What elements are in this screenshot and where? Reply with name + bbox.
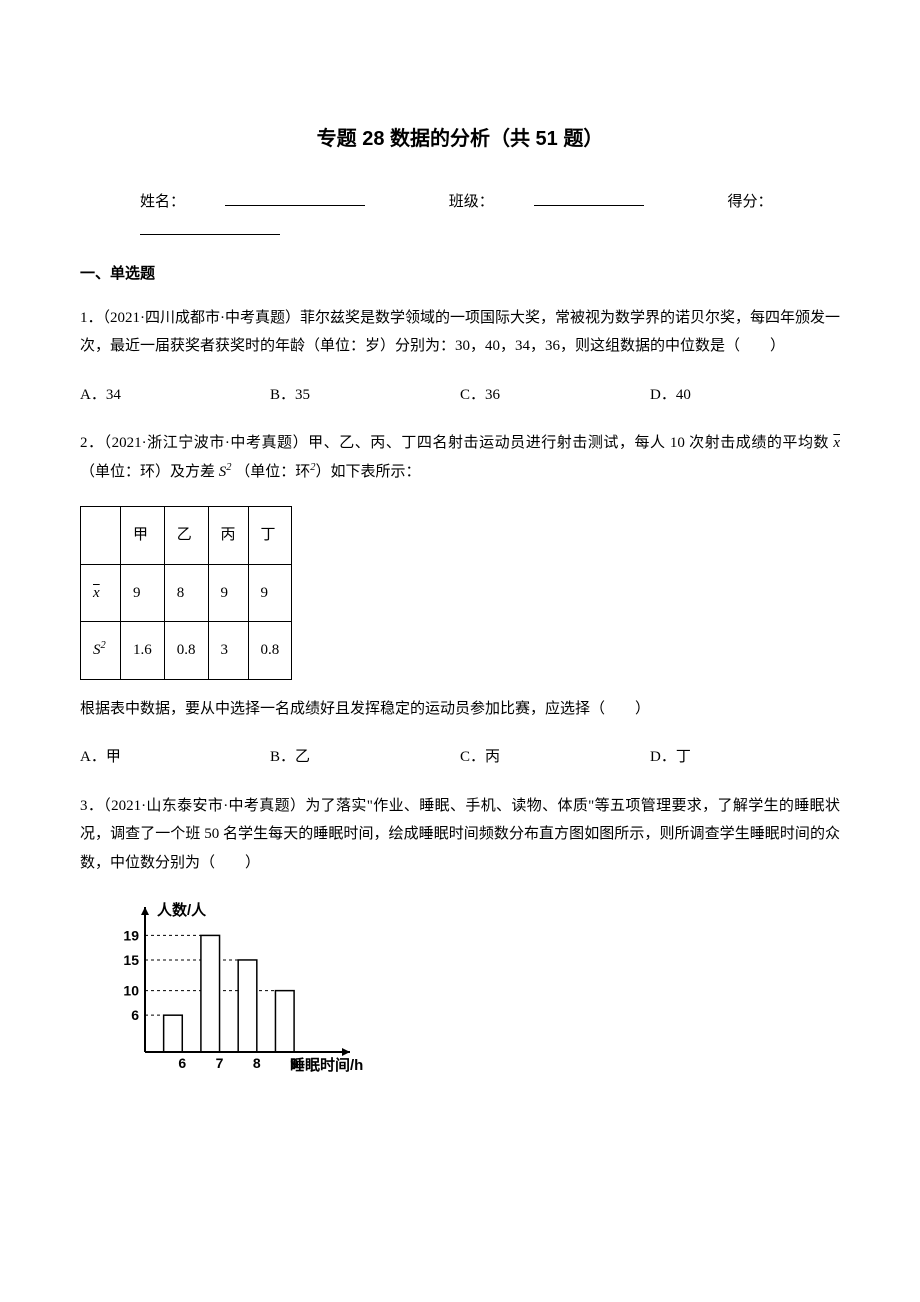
q2-opt-a[interactable]: A．甲: [80, 743, 270, 772]
cell: 1.6: [121, 622, 165, 680]
q2-text-a: 2．（2021·浙江宁波市·中考真题）甲、乙、丙、丁四名射击运动员进行射击测试，…: [80, 435, 829, 451]
histogram-svg: 61015196789人数/人睡眠时间/h: [100, 897, 380, 1077]
table-row-mean: x 9 8 9 9: [81, 564, 292, 622]
table-header-row: 甲 乙 丙 丁: [81, 507, 292, 565]
q2-after-table: 根据表中数据，要从中选择一名成绩好且发挥稳定的运动员参加比赛，应选择（ ）: [80, 695, 840, 724]
cell: 3: [208, 622, 248, 680]
th-blank: [81, 507, 121, 565]
q2-opt-d[interactable]: D．丁: [650, 743, 840, 772]
svg-text:睡眠时间/h: 睡眠时间/h: [290, 1056, 363, 1074]
cell: 0.8: [248, 622, 292, 680]
q2-text-c: （单位：环: [235, 464, 310, 480]
cell: 9: [208, 564, 248, 622]
score-blank[interactable]: [140, 217, 280, 235]
question-1: 1．（2021·四川成都市·中考真题）菲尔兹奖是数学领域的一项国际大奖，常被视为…: [80, 304, 840, 361]
cell: 0.8: [164, 622, 208, 680]
name-field: 姓名：: [140, 194, 405, 210]
cell: 8: [164, 564, 208, 622]
svg-text:8: 8: [253, 1055, 261, 1071]
ssq-symbol: S2: [219, 464, 232, 480]
q1-opt-b[interactable]: B．35: [270, 381, 460, 410]
q1-opt-c[interactable]: C．36: [460, 381, 650, 410]
svg-text:10: 10: [123, 983, 139, 999]
svg-text:15: 15: [123, 952, 139, 968]
q1-options: A．34 B．35 C．36 D．40: [80, 381, 840, 410]
svg-text:6: 6: [131, 1007, 139, 1023]
page-title: 专题 28 数据的分析（共 51 题）: [80, 120, 840, 158]
question-3: 3．（2021·山东泰安市·中考真题）为了落实"作业、睡眠、手机、读物、体质"等…: [80, 792, 840, 878]
class-field: 班级：: [449, 194, 684, 210]
q1-opt-a[interactable]: A．34: [80, 381, 270, 410]
th-ding: 丁: [248, 507, 292, 565]
name-label: 姓名：: [140, 194, 185, 210]
svg-text:6: 6: [178, 1055, 186, 1071]
svg-text:人数/人: 人数/人: [157, 901, 207, 919]
q2-text-b: （单位：环）及方差: [80, 464, 215, 480]
xbar-symbol: x: [833, 435, 840, 451]
th-yi: 乙: [164, 507, 208, 565]
q1-text: 1．（2021·四川成都市·中考真题）菲尔兹奖是数学领域的一项国际大奖，常被视为…: [80, 310, 840, 355]
class-blank[interactable]: [534, 188, 644, 206]
class-label: 班级：: [449, 194, 494, 210]
table-row-var: S2 1.6 0.8 3 0.8: [81, 622, 292, 680]
row-head-ssq: S2: [81, 622, 121, 680]
svg-text:19: 19: [123, 927, 139, 943]
q2-options: A．甲 B．乙 C．丙 D．丁: [80, 743, 840, 772]
svg-text:7: 7: [216, 1055, 224, 1071]
cell: 9: [121, 564, 165, 622]
form-row: 姓名： 班级： 得分：: [80, 188, 840, 245]
q2-opt-c[interactable]: C．丙: [460, 743, 650, 772]
name-blank[interactable]: [225, 188, 365, 206]
th-jia: 甲: [121, 507, 165, 565]
q2-text-d: ）如下表所示：: [316, 464, 421, 480]
q1-opt-d[interactable]: D．40: [650, 381, 840, 410]
q2-opt-b[interactable]: B．乙: [270, 743, 460, 772]
histogram-chart: 61015196789人数/人睡眠时间/h: [100, 897, 840, 1088]
row-head-xbar: x: [81, 564, 121, 622]
q3-text: 3．（2021·山东泰安市·中考真题）为了落实"作业、睡眠、手机、读物、体质"等…: [80, 798, 840, 871]
cell: 9: [248, 564, 292, 622]
section-heading: 一、单选题: [80, 260, 840, 289]
q2-table: 甲 乙 丙 丁 x 9 8 9 9 S2 1.6 0.8 3 0.8: [80, 506, 292, 680]
score-label: 得分：: [728, 194, 773, 210]
question-2: 2．（2021·浙江宁波市·中考真题）甲、乙、丙、丁四名射击运动员进行射击测试，…: [80, 429, 840, 486]
th-bing: 丙: [208, 507, 248, 565]
